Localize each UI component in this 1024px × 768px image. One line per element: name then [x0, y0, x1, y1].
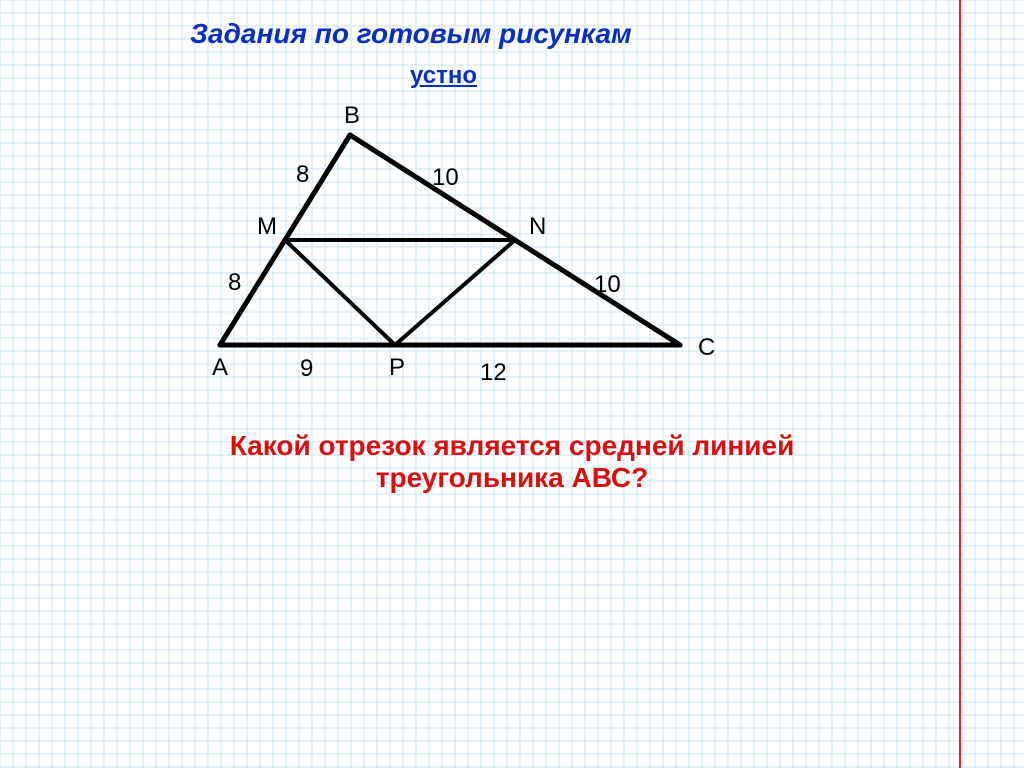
svg-text:C: C [698, 334, 715, 361]
svg-text:8: 8 [296, 161, 309, 188]
question-line-2: треугольника АВС? [376, 462, 648, 493]
svg-text:P: P [389, 354, 405, 381]
question-line-1: Какой отрезок является средней линией [230, 430, 795, 461]
svg-text:12: 12 [480, 359, 507, 386]
svg-text:10: 10 [432, 164, 459, 191]
svg-text:M: M [257, 213, 277, 240]
svg-text:N: N [529, 213, 546, 240]
geometry-figure: A B C M N P 8 10 8 10 9 12 [0, 0, 1024, 768]
svg-text:B: B [344, 102, 360, 129]
page: Задания по готовым рисункам устно ABCMNP… [0, 0, 1024, 768]
svg-text:A: A [212, 354, 228, 381]
question-text: Какой отрезок является средней линией тр… [0, 430, 1024, 494]
svg-text:8: 8 [228, 269, 241, 296]
svg-text:10: 10 [594, 271, 621, 298]
svg-text:9: 9 [300, 355, 313, 382]
